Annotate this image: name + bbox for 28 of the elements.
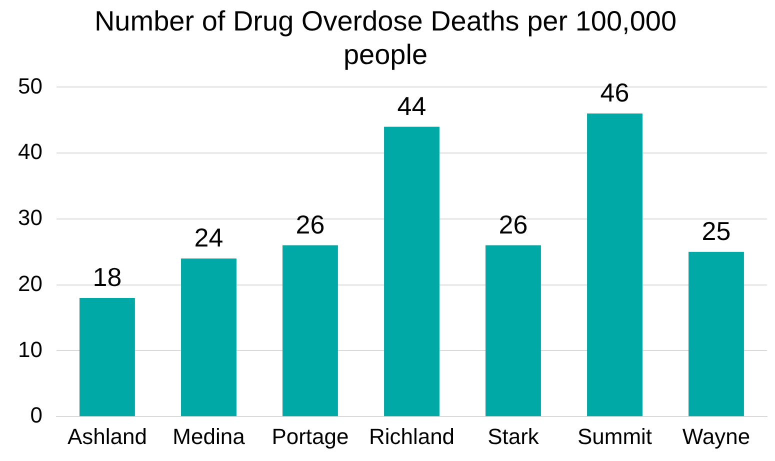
x-tick-label: Ashland xyxy=(67,424,147,449)
data-label: 26 xyxy=(498,209,528,240)
data-label: 25 xyxy=(702,216,731,246)
y-tick-label: 50 xyxy=(18,73,42,98)
bar xyxy=(80,298,135,416)
y-tick-label: 30 xyxy=(18,205,42,230)
y-tick-label: 40 xyxy=(18,139,42,164)
data-label: 46 xyxy=(600,78,630,108)
data-label: 18 xyxy=(92,262,122,292)
x-tick-label: Richland xyxy=(368,424,455,449)
x-tick-label: Wayne xyxy=(682,424,750,449)
bar xyxy=(587,114,642,416)
x-tick-label: Medina xyxy=(172,424,246,449)
bar xyxy=(486,245,541,416)
data-label: 26 xyxy=(296,209,325,240)
x-tick-label: Stark xyxy=(488,424,540,449)
bar xyxy=(181,258,236,416)
bar xyxy=(688,252,744,416)
data-label: 24 xyxy=(194,222,224,253)
bar xyxy=(282,245,338,416)
chart-title: Number of Drug Overdose Deaths per 100,000 people xyxy=(94,6,677,70)
x-tick-label: Portage xyxy=(272,424,349,449)
data-label: 44 xyxy=(397,90,426,121)
y-tick-label: 10 xyxy=(18,336,42,362)
bar xyxy=(384,126,440,416)
y-tick-label: 20 xyxy=(18,270,42,296)
x-tick-label: Summit xyxy=(577,424,652,449)
y-tick-label: 0 xyxy=(30,402,42,428)
